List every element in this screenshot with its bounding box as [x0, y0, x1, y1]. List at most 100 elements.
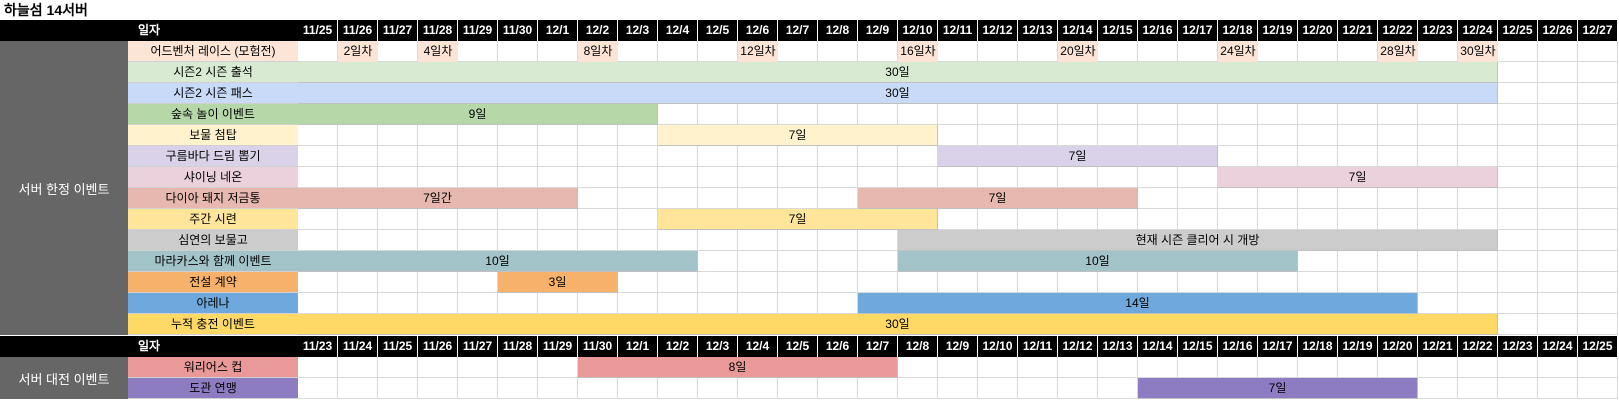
grid-cell [618, 146, 658, 167]
date-header-cell: 11/25 [298, 20, 338, 41]
grid-cell [658, 188, 698, 209]
event-name: 누적 충전 이벤트 [128, 314, 298, 335]
grid-cell [1018, 104, 1058, 125]
adventure-day-marker: 8일차 [578, 41, 618, 62]
grid-cell [498, 209, 538, 230]
adventure-day-marker: 16일차 [898, 41, 938, 62]
grid-cell [818, 272, 858, 293]
grid-cell [818, 188, 858, 209]
grid-cell [1578, 314, 1618, 335]
date-header-cell: 12/17 [1258, 336, 1298, 357]
date-header-cell: 12/23 [1498, 336, 1538, 357]
date-header-cell: 12/9 [938, 336, 978, 357]
grid-cell [978, 272, 1018, 293]
grid-cell [1138, 272, 1178, 293]
event-name: 숲속 놀이 이벤트 [128, 104, 298, 125]
grid-cell [898, 378, 938, 399]
date-header-cell: 12/25 [1578, 336, 1618, 357]
date-header-cell: 12/7 [778, 20, 818, 41]
event-duration-bar: 현재 시즌 클리어 시 개방 [898, 230, 1498, 251]
grid-cell [1418, 293, 1458, 314]
date-header-cell: 12/23 [1418, 20, 1458, 41]
grid-cell [738, 167, 778, 188]
grid-cell [1538, 251, 1578, 272]
grid-cell [1458, 378, 1498, 399]
grid-cell [938, 104, 978, 125]
grid-cell [1458, 272, 1498, 293]
date-header-cell: 12/22 [1458, 336, 1498, 357]
grid-cell [1458, 209, 1498, 230]
grid-cell [538, 41, 578, 62]
date-header-cell: 12/10 [898, 20, 938, 41]
grid-cell [1378, 251, 1418, 272]
grid-cell [978, 41, 1018, 62]
grid-cell [498, 357, 538, 378]
grid-cell [938, 209, 978, 230]
grid-cell [778, 251, 818, 272]
grid-cell [698, 378, 738, 399]
grid-cell [1498, 251, 1538, 272]
date-header-cell: 12/1 [538, 20, 578, 41]
grid-cell [1418, 146, 1458, 167]
grid-cell [818, 146, 858, 167]
grid-cell [618, 41, 658, 62]
event-name: 마라카스와 함께 이벤트 [128, 251, 298, 272]
grid-cell [1218, 125, 1258, 146]
grid-cell [898, 357, 938, 378]
grid-cell [378, 41, 418, 62]
grid-cell [1178, 167, 1218, 188]
grid-cell [1138, 125, 1178, 146]
grid-cell [1418, 209, 1458, 230]
date-header-cell: 12/8 [818, 20, 858, 41]
grid-cell [1498, 293, 1538, 314]
grid-cell [378, 357, 418, 378]
grid-cell [378, 272, 418, 293]
grid-cell [1058, 357, 1098, 378]
date-header-cell: 11/24 [338, 336, 378, 357]
grid-cell [618, 230, 658, 251]
grid-cell [578, 146, 618, 167]
event-name: 구름바다 드림 뽑기 [128, 146, 298, 167]
grid-cell [458, 146, 498, 167]
grid-cell [1538, 83, 1578, 104]
grid-cell [658, 293, 698, 314]
date-header-cell: 12/4 [738, 336, 778, 357]
adventure-day-marker: 20일차 [1058, 41, 1098, 62]
grid-cell [1578, 272, 1618, 293]
grid-cell [1058, 378, 1098, 399]
grid-cell [338, 357, 378, 378]
date-header-cell: 12/13 [1018, 20, 1058, 41]
grid-cell [1538, 146, 1578, 167]
grid-cell [1458, 104, 1498, 125]
event-name: 심연의 보물고 [128, 230, 298, 251]
grid-cell [1018, 209, 1058, 230]
grid-cell [1218, 146, 1258, 167]
grid-cell [338, 378, 378, 399]
grid-cell [618, 188, 658, 209]
grid-cell [898, 272, 938, 293]
grid-cell [1538, 62, 1578, 83]
grid-cell [698, 230, 738, 251]
grid-cell [498, 378, 538, 399]
grid-cell [658, 41, 698, 62]
grid-cell [1258, 146, 1298, 167]
event-group-label: 서버 한정 이벤트 [0, 41, 128, 335]
grid-cell [418, 293, 458, 314]
grid-cell [458, 230, 498, 251]
grid-cell [1578, 104, 1618, 125]
date-header-cell: 12/24 [1458, 20, 1498, 41]
grid-cell [658, 272, 698, 293]
date-header-cell: 11/25 [378, 336, 418, 357]
grid-cell [298, 146, 338, 167]
grid-cell [1458, 125, 1498, 146]
grid-cell [378, 167, 418, 188]
grid-cell [858, 272, 898, 293]
grid-cell [1498, 125, 1538, 146]
grid-cell [1018, 378, 1058, 399]
event-name: 주간 시련 [128, 209, 298, 230]
grid-cell [658, 167, 698, 188]
grid-cell [538, 125, 578, 146]
grid-cell [1418, 272, 1458, 293]
grid-cell [1058, 167, 1098, 188]
grid-cell [418, 167, 458, 188]
